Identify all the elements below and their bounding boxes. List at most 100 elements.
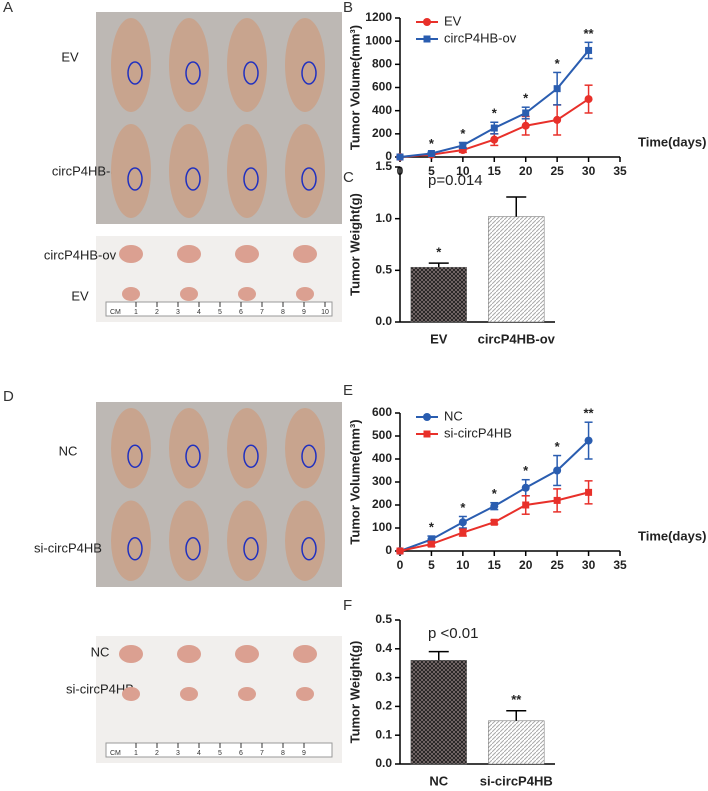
tumor-marker: [301, 167, 317, 191]
x-tick-label: 25: [550, 558, 564, 572]
ruler: [105, 742, 333, 758]
y-tick-label: 1200: [365, 10, 392, 24]
ruler-label: 5: [218, 309, 222, 316]
bar: [488, 720, 545, 765]
tumor-marker: [127, 61, 143, 85]
x-tick-label: 15: [488, 558, 502, 572]
marker: [490, 518, 498, 526]
bar: [488, 216, 545, 323]
x-tick-label: 5: [428, 164, 435, 178]
panel-label: E: [343, 382, 353, 399]
tumor: [238, 287, 256, 301]
significance: *: [436, 245, 442, 260]
significance: **: [584, 406, 595, 421]
marker: [396, 547, 404, 555]
marker: [490, 135, 499, 144]
x-tick-label: 35: [613, 558, 627, 572]
photo-label: circP4HB-ov: [44, 247, 117, 262]
panel-label: A: [3, 0, 13, 16]
y-tick-label: 1.0: [375, 211, 392, 225]
significance: *: [523, 91, 529, 106]
ruler-unit: CM: [110, 309, 121, 316]
y-tick-label: 100: [372, 520, 392, 534]
significance: *: [555, 56, 561, 71]
ruler-label: 5: [218, 750, 222, 757]
tumor: [180, 687, 198, 701]
legend-label: NC: [444, 408, 463, 423]
marker: [521, 483, 530, 492]
marker: [396, 153, 404, 161]
tumor-marker: [185, 444, 201, 468]
y-tick-label: 400: [372, 451, 392, 465]
tumor-marker: [301, 537, 317, 561]
x-tick-label: 15: [488, 164, 502, 178]
significance: *: [429, 519, 435, 534]
tumor: [119, 245, 143, 263]
annotation: p=0.014: [428, 172, 483, 189]
tumor-marker: [243, 537, 259, 561]
tumor-marker: [185, 537, 201, 561]
y-tick-label: 0: [385, 149, 392, 163]
legend-label: si-circP4HB: [444, 425, 512, 440]
y-axis-label: Tumor Volume(mm³): [347, 25, 362, 150]
tumor: [180, 287, 198, 301]
x-tick-label: 25: [550, 164, 564, 178]
marker: [521, 121, 530, 130]
marker: [522, 501, 530, 509]
marker: [522, 109, 530, 117]
marker: [585, 46, 593, 54]
y-tick-label: 0.2: [375, 699, 392, 713]
significance: *: [460, 500, 466, 515]
significance: *: [429, 136, 435, 151]
y-tick-label: 800: [372, 57, 392, 71]
photo-label: EV: [61, 49, 79, 64]
significance: **: [511, 692, 522, 707]
marker: [490, 502, 499, 511]
tumor: [177, 245, 201, 263]
tumor: [235, 245, 259, 263]
x-tick-label: 20: [519, 164, 533, 178]
y-tick-label: 0.0: [375, 314, 392, 328]
ruler-label: 1: [134, 750, 138, 757]
tumor-marker: [127, 444, 143, 468]
ruler-label: 9: [302, 309, 306, 316]
tumor-marker: [243, 444, 259, 468]
marker: [553, 115, 562, 124]
tumor: [293, 245, 317, 263]
marker: [553, 466, 562, 475]
y-tick-label: 0.3: [375, 670, 392, 684]
marker: [553, 85, 561, 93]
significance: *: [492, 486, 498, 501]
y-axis-label: Tumor Weight(g): [347, 641, 362, 744]
x-tick-label: 0: [397, 558, 404, 572]
y-tick-label: 1.5: [375, 159, 392, 173]
legend-label: circP4HB-ov: [444, 30, 517, 45]
tumor: [177, 645, 201, 663]
marker: [423, 430, 431, 438]
significance: *: [492, 106, 498, 121]
tumor-marker: [243, 167, 259, 191]
ruler-label: 7: [260, 309, 264, 316]
y-tick-label: 300: [372, 474, 392, 488]
marker: [553, 496, 561, 504]
y-tick-label: 0.5: [375, 263, 392, 277]
tumor-marker: [185, 61, 201, 85]
x-axis-label: Time(days): [638, 134, 706, 149]
ruler-label: 8: [281, 309, 285, 316]
y-tick-label: 0.0: [375, 756, 392, 770]
ruler-label: 2: [155, 750, 159, 757]
y-tick-label: 400: [372, 103, 392, 117]
x-tick-label: 10: [456, 164, 470, 178]
panel-label: B: [343, 0, 353, 16]
annotation: p <0.01: [428, 625, 478, 642]
x-tick-label: 10: [456, 558, 470, 572]
marker: [585, 488, 593, 496]
photo-label: NC: [59, 443, 78, 458]
y-tick-label: 0.4: [375, 641, 392, 655]
marker: [459, 529, 467, 537]
significance: **: [584, 26, 595, 41]
x-tick-label: 5: [428, 558, 435, 572]
y-axis-label: Tumor Volume(mm³): [347, 419, 362, 544]
x-tick-label: 20: [519, 558, 533, 572]
significance: *: [555, 439, 561, 454]
